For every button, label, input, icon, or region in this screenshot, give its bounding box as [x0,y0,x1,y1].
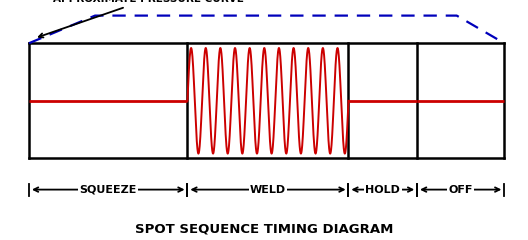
Text: APPROXIMATE PRESSURE CURVE: APPROXIMATE PRESSURE CURVE [39,0,244,37]
Text: WELD: WELD [250,185,286,195]
Text: HOLD: HOLD [365,185,400,195]
Text: SQUEEZE: SQUEEZE [80,185,137,195]
Text: SPOT SEQUENCE TIMING DIAGRAM: SPOT SEQUENCE TIMING DIAGRAM [135,222,393,235]
Text: OFF: OFF [448,185,473,195]
